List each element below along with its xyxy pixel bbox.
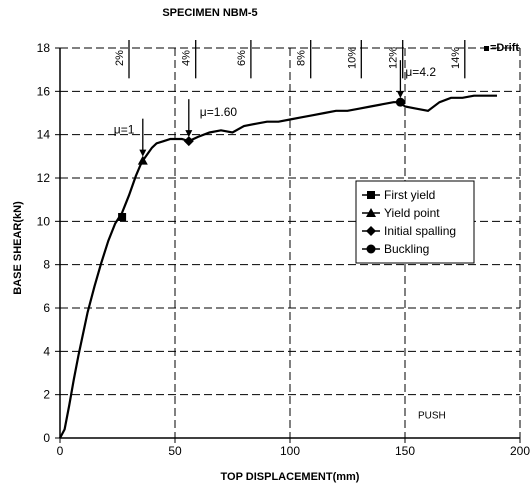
- annotation-label: μ=1.60: [200, 105, 238, 119]
- annotation-arrowhead: [396, 91, 404, 99]
- x-tick-label: 100: [280, 444, 300, 458]
- x-tick-label: 0: [57, 444, 64, 458]
- marker-first-yield: [118, 213, 127, 221]
- chart-title: SPECIMEN NBM-5: [162, 7, 257, 19]
- y-tick-label: 10: [37, 214, 51, 228]
- y-tick-label: 16: [37, 84, 51, 98]
- legend-marker-yield-point: [366, 208, 376, 217]
- legend-label: Yield point: [384, 206, 440, 220]
- legend-marker-first-yield: [367, 191, 375, 199]
- annotation-arrowhead: [139, 149, 147, 157]
- legend-marker-buckling: [366, 244, 376, 254]
- marker-buckling: [395, 97, 405, 107]
- y-tick-label: 18: [37, 41, 51, 55]
- y-axis-title: BASE SHEAR(kN): [12, 201, 24, 295]
- drift-legend-label: =Drift: [490, 42, 519, 54]
- drift-label: 14%: [450, 47, 462, 69]
- push-note: PUSH: [418, 411, 446, 422]
- y-tick-label: 0: [43, 431, 50, 445]
- y-tick-label: 6: [43, 301, 50, 315]
- y-tick-label: 12: [37, 171, 51, 185]
- annotation-arrowhead: [185, 130, 193, 138]
- drift-legend-swatch: [484, 46, 489, 51]
- drift-label: 8%: [296, 50, 308, 66]
- x-axis-title: TOP DISPLACEMENT(mm): [221, 471, 360, 483]
- annotation-label: μ=1: [114, 123, 135, 137]
- drift-label: 2%: [114, 50, 126, 66]
- drift-label: 12%: [388, 47, 400, 69]
- plot-area: 0 2 4 6 8 10 12 14 16 18 0 50 100 150 200 2% 4% 6% 8% 10% 12…: [37, 40, 530, 458]
- marker-yield-point: [137, 155, 148, 165]
- y-tick-label: 8: [43, 258, 50, 272]
- annotation-label: μ=4.2: [405, 65, 436, 79]
- y-tick-label: 4: [43, 344, 50, 358]
- legend-label: First yield: [384, 188, 435, 202]
- marker-initial-spalling: [183, 136, 194, 147]
- legend-label: Initial spalling: [384, 224, 456, 238]
- legend-marker-initial-spalling: [366, 226, 376, 236]
- series-line: [59, 94, 497, 439]
- drift-label: 6%: [236, 50, 248, 66]
- y-tick-label: 2: [43, 388, 50, 402]
- x-tick-label: 200: [510, 444, 530, 458]
- drift-label: 4%: [181, 50, 193, 66]
- x-tick-label: 50: [168, 444, 182, 458]
- drift-label: 10%: [346, 47, 358, 69]
- y-tick-label: 14: [37, 128, 51, 142]
- legend-label: Buckling: [384, 242, 429, 256]
- x-tick-label: 150: [395, 444, 415, 458]
